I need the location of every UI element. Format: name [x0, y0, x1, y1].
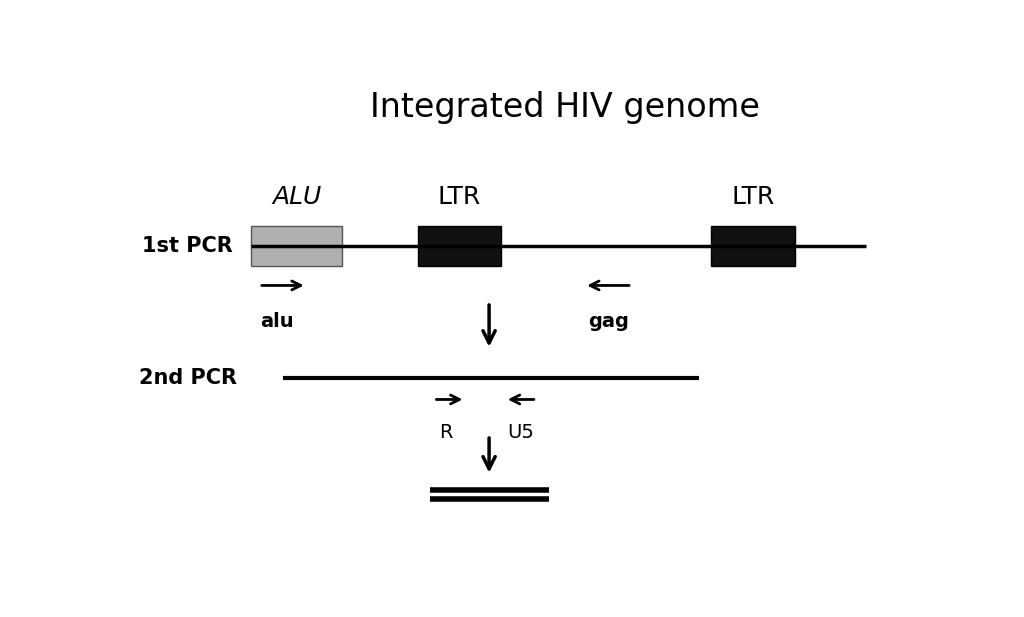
Text: gag: gag: [588, 312, 629, 331]
Bar: [418, 226, 501, 267]
Text: alu: alu: [260, 312, 294, 331]
Text: 2nd PCR: 2nd PCR: [138, 368, 237, 388]
Text: 1st PCR: 1st PCR: [142, 236, 232, 256]
Text: Integrated HIV genome: Integrated HIV genome: [370, 91, 760, 124]
Bar: [712, 226, 795, 267]
Text: U5: U5: [508, 423, 535, 442]
Bar: [251, 226, 342, 267]
Text: ALU: ALU: [272, 186, 322, 209]
Text: R: R: [438, 423, 453, 442]
Text: LTR: LTR: [437, 186, 481, 209]
Text: LTR: LTR: [731, 186, 774, 209]
